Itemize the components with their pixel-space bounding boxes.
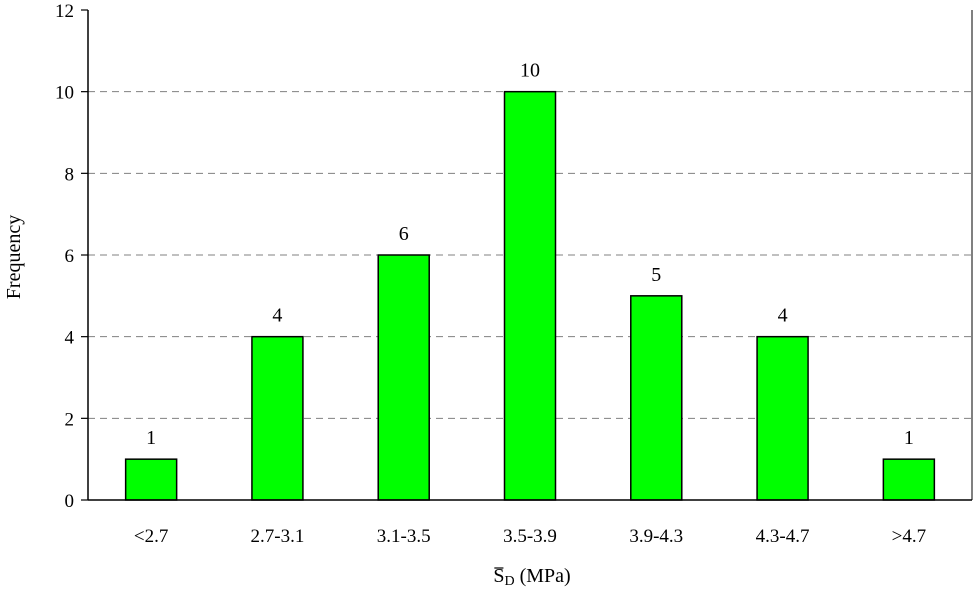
y-axis-title: Frequency [3,215,25,299]
data-label: 1 [904,427,914,449]
data-labels: 1 4 6 10 5 4 1 [146,60,914,449]
x-tick-label: 4.3-4.7 [756,526,810,547]
data-label: 5 [651,264,661,286]
x-axis-title-unit: (MPa) [520,565,571,587]
data-label: 4 [778,305,788,327]
bar [882,458,936,501]
bars [124,90,936,501]
y-tick-labels: 0 2 4 6 8 10 12 [55,1,88,512]
bar [630,295,683,501]
x-axis-title-subscript: D [504,574,514,589]
data-label: 10 [520,60,540,82]
y-tick-label: 10 [55,83,74,104]
x-tick-label: >4.7 [892,526,926,547]
x-tick-label: 3.9-4.3 [629,526,683,547]
y-tick-label: 6 [65,246,75,267]
x-axis-title-symbol: S [493,565,504,587]
bar [377,254,430,501]
x-tick-label: <2.7 [134,526,168,547]
x-tick-label: 3.5-3.9 [503,526,557,547]
bar [756,335,809,501]
data-label: 4 [272,305,282,327]
x-axis-title: SD (MPa) [493,565,570,589]
bar [503,90,557,501]
y-tick-label: 12 [55,1,74,22]
y-tick-label: 2 [65,409,75,430]
y-tick-label: 8 [65,164,75,185]
y-tick-label: 4 [65,328,75,349]
data-label: 6 [399,223,409,245]
x-tick-label: 2.7-3.1 [251,526,305,547]
bar [251,335,304,501]
x-tick-labels: <2.7 2.7-3.1 3.1-3.5 3.5-3.9 3.9-4.3 4.3-4.7 >… [134,526,926,547]
svg-text:SD(MPa): SD (MPa) [493,565,570,589]
x-tick-label: 3.1-3.5 [377,526,431,547]
data-label: 1 [146,427,156,449]
gridlines [88,91,972,419]
bar [124,458,178,501]
y-tick-label: 0 [65,491,75,512]
